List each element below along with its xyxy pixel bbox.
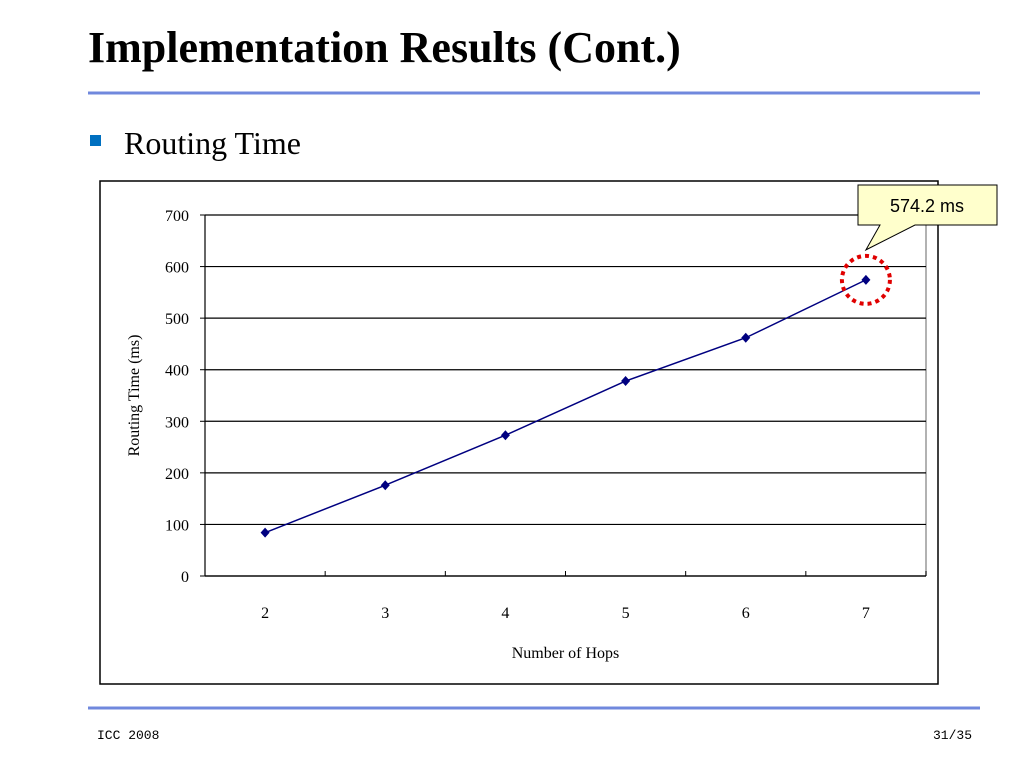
data-point [260,527,270,538]
x-tick-label: 6 [742,605,750,622]
chart: 0 100 200 300 400 500 600 700 2 3 4 5 6 7 Number of Ho… [126,184,998,662]
footer-left: ICC 2008 [97,728,159,743]
y-tick-label: 500 [165,311,189,328]
y-tick-label: 600 [165,260,189,277]
annotation: 574.2 ms [890,196,964,216]
x-tick-label: 3 [381,605,389,622]
x-tick-label: 2 [261,605,269,622]
callout [857,184,998,252]
y-tick-label: 300 [165,414,189,431]
chart-frame [99,180,939,685]
y-axis-label: Routing Time (ms) [126,335,143,457]
x-tick-label: 4 [501,605,509,622]
slide-title: Implementation Results (Cont.) [88,23,681,72]
bullet-text: Routing Time [124,125,301,161]
x-axis-label: Number of Hops [512,645,620,662]
footer-right: 31/35 [933,728,972,743]
x-tick-label: 7 [862,605,870,622]
y-tick-label: 700 [165,208,189,225]
data-point [861,274,871,285]
x-tick-label: 5 [622,605,630,622]
highlight-circle [839,253,892,306]
data-point [500,430,510,441]
data-point [380,480,390,491]
data-point [741,332,751,343]
bullet-icon [90,135,101,146]
y-tick-label: 200 [165,466,189,483]
data-point [621,376,631,387]
y-tick-label: 0 [181,569,189,586]
y-tick-label: 100 [165,517,189,534]
y-tick-label: 400 [165,363,189,380]
series-line [264,279,867,534]
